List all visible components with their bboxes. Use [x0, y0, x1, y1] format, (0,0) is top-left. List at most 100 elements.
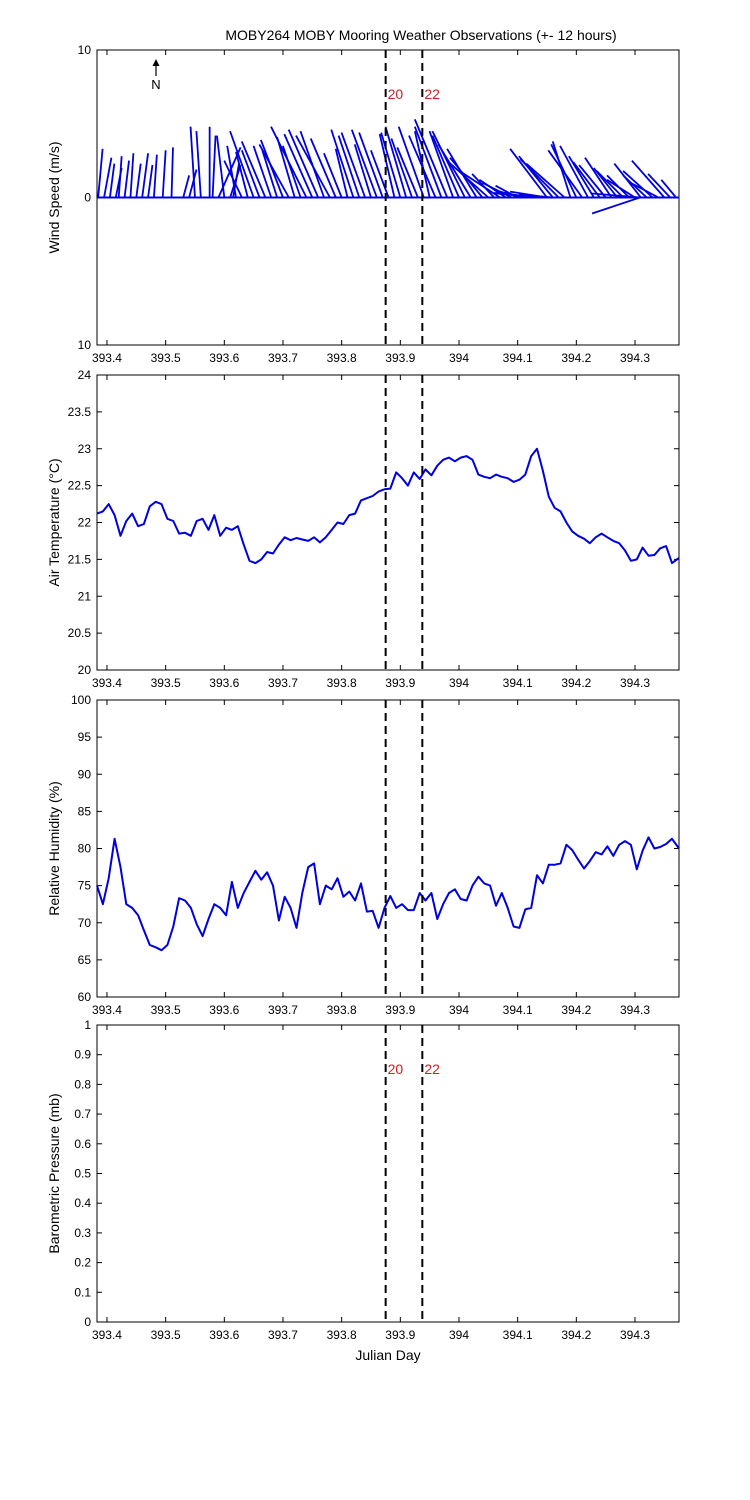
x-tick-label: 393.8 — [327, 351, 357, 365]
wind-vector — [428, 130, 454, 198]
wind-vector — [390, 138, 413, 198]
wind-vector — [606, 179, 636, 199]
wind-vector — [337, 135, 361, 198]
x-tick-label: 393.9 — [385, 1003, 415, 1017]
x-tick-label: 394.3 — [620, 1328, 650, 1342]
y-axis-label: Wind Speed (m/s) — [46, 141, 62, 253]
wind-vector — [572, 161, 601, 199]
wind-vector — [334, 148, 349, 198]
wind-vector — [109, 163, 116, 198]
y-tick-label: 1 — [84, 1018, 91, 1032]
wind-vector — [97, 148, 104, 198]
y-tick-label: 75 — [78, 879, 92, 893]
wind-vector — [631, 160, 666, 199]
x-tick-label: 394.2 — [561, 1003, 591, 1017]
wind-vector — [147, 164, 154, 198]
wind-vector — [397, 126, 425, 198]
wind-vector — [141, 153, 149, 198]
x-tick-label: 393.5 — [151, 1003, 181, 1017]
wind-vector — [414, 130, 431, 198]
wind-vector — [129, 153, 135, 198]
x-tick-label: 394 — [449, 1328, 469, 1342]
x-tick-label: 393.9 — [385, 676, 415, 690]
x-tick-label: 393.9 — [385, 351, 415, 365]
x-tick-label: 393.8 — [327, 1328, 357, 1342]
wind-vector — [188, 169, 198, 198]
wind-vector — [252, 145, 273, 198]
wind-vector — [519, 158, 560, 199]
barometric-pressure-panel: 393.4 393.5 393.6 393.7 393.8 393.9 394 394.1 39… — [46, 1018, 680, 1342]
wind-vector — [446, 159, 489, 199]
series-line — [96, 447, 680, 565]
wind-vector — [340, 132, 366, 198]
wind-vector — [232, 163, 240, 198]
wind-vector — [413, 126, 443, 198]
y-axis-label: Air Temperature (°C) — [46, 458, 62, 586]
north-arrow-icon: N — [151, 59, 161, 92]
x-tick-label: 393.4 — [92, 1003, 122, 1017]
wind-vector — [309, 138, 337, 198]
wind-vector — [229, 130, 255, 198]
y-tick-label: 21 — [78, 589, 92, 603]
wind-vector — [117, 156, 123, 198]
wind-vector — [584, 157, 613, 198]
y-tick-label: 95 — [78, 730, 92, 744]
y-tick-label: 24 — [78, 368, 92, 382]
x-tick-label: 394.3 — [620, 676, 650, 690]
wind-vector — [240, 149, 261, 198]
wind-vector — [195, 131, 202, 198]
wind-vector — [189, 126, 196, 198]
wind-vector — [295, 135, 331, 198]
x-tick-label: 393.5 — [151, 1328, 181, 1342]
wind-vector — [276, 136, 296, 198]
wind-vector — [226, 145, 237, 198]
wind-vector — [396, 147, 419, 198]
wind-vector — [323, 152, 343, 198]
wind-vector — [559, 145, 589, 198]
wind-vector — [547, 149, 583, 199]
wind-vector — [211, 135, 217, 198]
wind-vector — [596, 170, 624, 199]
x-tick-label: 393.9 — [385, 1328, 415, 1342]
wind-vector — [437, 143, 472, 198]
y-tick-label: 0.2 — [74, 1256, 91, 1270]
y-tick-label: 65 — [78, 953, 92, 967]
wind-vector — [622, 174, 648, 199]
event-marker-label: 22 — [424, 1061, 440, 1077]
x-tick-label: 394.1 — [503, 1003, 533, 1017]
wind-vector — [330, 129, 355, 198]
x-tick-label: 393.6 — [209, 676, 239, 690]
y-tick-label: 85 — [78, 804, 92, 818]
wind-vector — [353, 144, 372, 198]
x-tick-label: 393.6 — [209, 1328, 239, 1342]
x-tick-label: 394.1 — [503, 351, 533, 365]
event-marker-label: 20 — [388, 86, 404, 102]
y-tick-label: 90 — [78, 767, 92, 781]
x-tick-label: 393.6 — [209, 1003, 239, 1017]
x-tick-label: 393.7 — [268, 1328, 298, 1342]
wind-vector — [370, 149, 390, 198]
y-tick-label: 21.5 — [68, 552, 92, 566]
y-tick-label: 0.6 — [74, 1137, 91, 1151]
axes-box — [96, 374, 680, 671]
x-tick-label: 393.6 — [209, 351, 239, 365]
wind-speed-panel: 393.4 393.5 393.6 393.7 393.8 393.9 394 394.1 39… — [46, 43, 680, 365]
x-tick-label: 393.7 — [268, 351, 298, 365]
wind-vector — [153, 154, 158, 198]
x-tick-label: 393.7 — [268, 1003, 298, 1017]
wind-vector — [647, 173, 671, 199]
series-line — [96, 836, 680, 952]
y-axis-label: Relative Humidity (%) — [46, 781, 62, 916]
x-tick-label: 393.4 — [92, 351, 122, 365]
y-tick-label: 23 — [78, 442, 92, 456]
x-tick-label: 394.1 — [503, 676, 533, 690]
wind-vector — [660, 179, 677, 199]
y-tick-label: 22.5 — [68, 479, 92, 493]
y-tick-label: 0 — [84, 1315, 91, 1329]
wind-vector — [287, 129, 320, 198]
wind-vector — [413, 118, 449, 198]
x-tick-label: 393.4 — [92, 1328, 122, 1342]
wind-vector — [384, 126, 408, 198]
north-label: N — [151, 77, 160, 92]
x-tick-label: 394 — [449, 351, 469, 365]
